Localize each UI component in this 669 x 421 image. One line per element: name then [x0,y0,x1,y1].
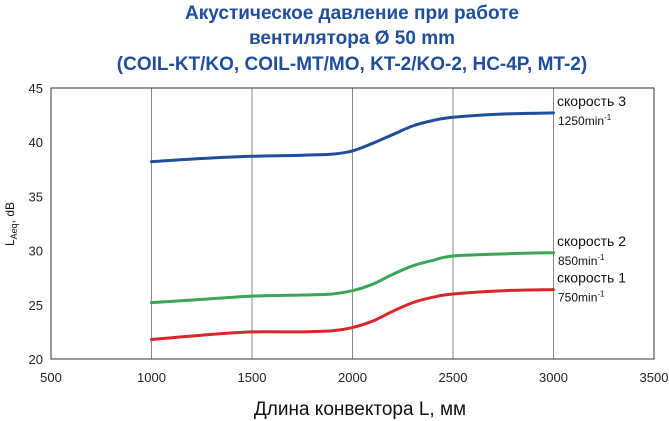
y-tick-label: 45 [29,81,43,96]
series-line-2 [150,251,555,305]
chart-title-line-2: вентилятора Ø 50 mm [249,28,455,49]
chart-title: Акустическое давление при работе вентиля… [117,3,587,75]
x-axis-ticks: 500 1000 1500 2000 2500 3000 3500 [40,370,668,385]
series-label-3: скорость 1 750min-1 [557,270,626,305]
series-speed: 750min-1 [558,290,605,305]
x-tick-label: 1500 [238,370,267,385]
series-line-1 [150,111,555,164]
series-lines [150,111,555,341]
plot-frame [50,87,655,360]
y-axis-ticks: 20 25 30 35 40 45 [29,81,43,367]
y-tick-label: 40 [29,135,43,150]
y-tick-label: 25 [29,298,43,313]
series-unit-sup: -1 [597,253,605,262]
y-tick-label: 35 [29,189,43,204]
y-axis-label-main: L [3,239,17,246]
gridlines [151,88,554,359]
x-tick-label: 1000 [137,370,166,385]
series-unit-sup: -1 [597,290,605,299]
chart-title-line-3: (COIL-KT/KO, COIL-MT/MO, KT-2/KO-2, HC-4… [117,54,587,75]
y-tick-label: 30 [29,244,43,259]
y-axis-label-unit: , dB [3,202,17,223]
series-unit-sup: -1 [604,113,612,122]
x-axis-label: Длина конвектора L, мм [254,399,466,420]
series-label-1: скорость 3 1250min-1 [557,93,626,128]
x-tick-label: 500 [40,370,62,385]
y-axis-label: LAeq, dB [3,202,19,246]
series-name: скорость 2 [557,233,626,249]
y-tick-label: 20 [29,352,43,367]
chart-title-line-1: Акустическое давление при работе [185,3,519,24]
x-tick-label: 3500 [640,370,669,385]
y-axis-label-sub: Aeq [9,223,19,239]
series-speed: 1250min-1 [558,113,612,128]
series-label-2: скорость 2 850min-1 [557,233,626,268]
series-unit: min [578,291,597,305]
series-rpm: 850 [558,254,578,268]
series-unit: min [578,254,597,268]
x-tick-label: 2500 [439,370,468,385]
series-rpm: 750 [558,291,578,305]
series-unit: min [585,114,604,128]
series-line-3 [150,288,555,341]
series-rpm: 1250 [558,114,585,128]
series-speed: 850min-1 [558,253,605,268]
series-name: скорость 3 [557,93,626,109]
x-tick-label: 3000 [539,370,568,385]
series-name: скорость 1 [557,270,626,286]
x-tick-label: 2000 [338,370,367,385]
